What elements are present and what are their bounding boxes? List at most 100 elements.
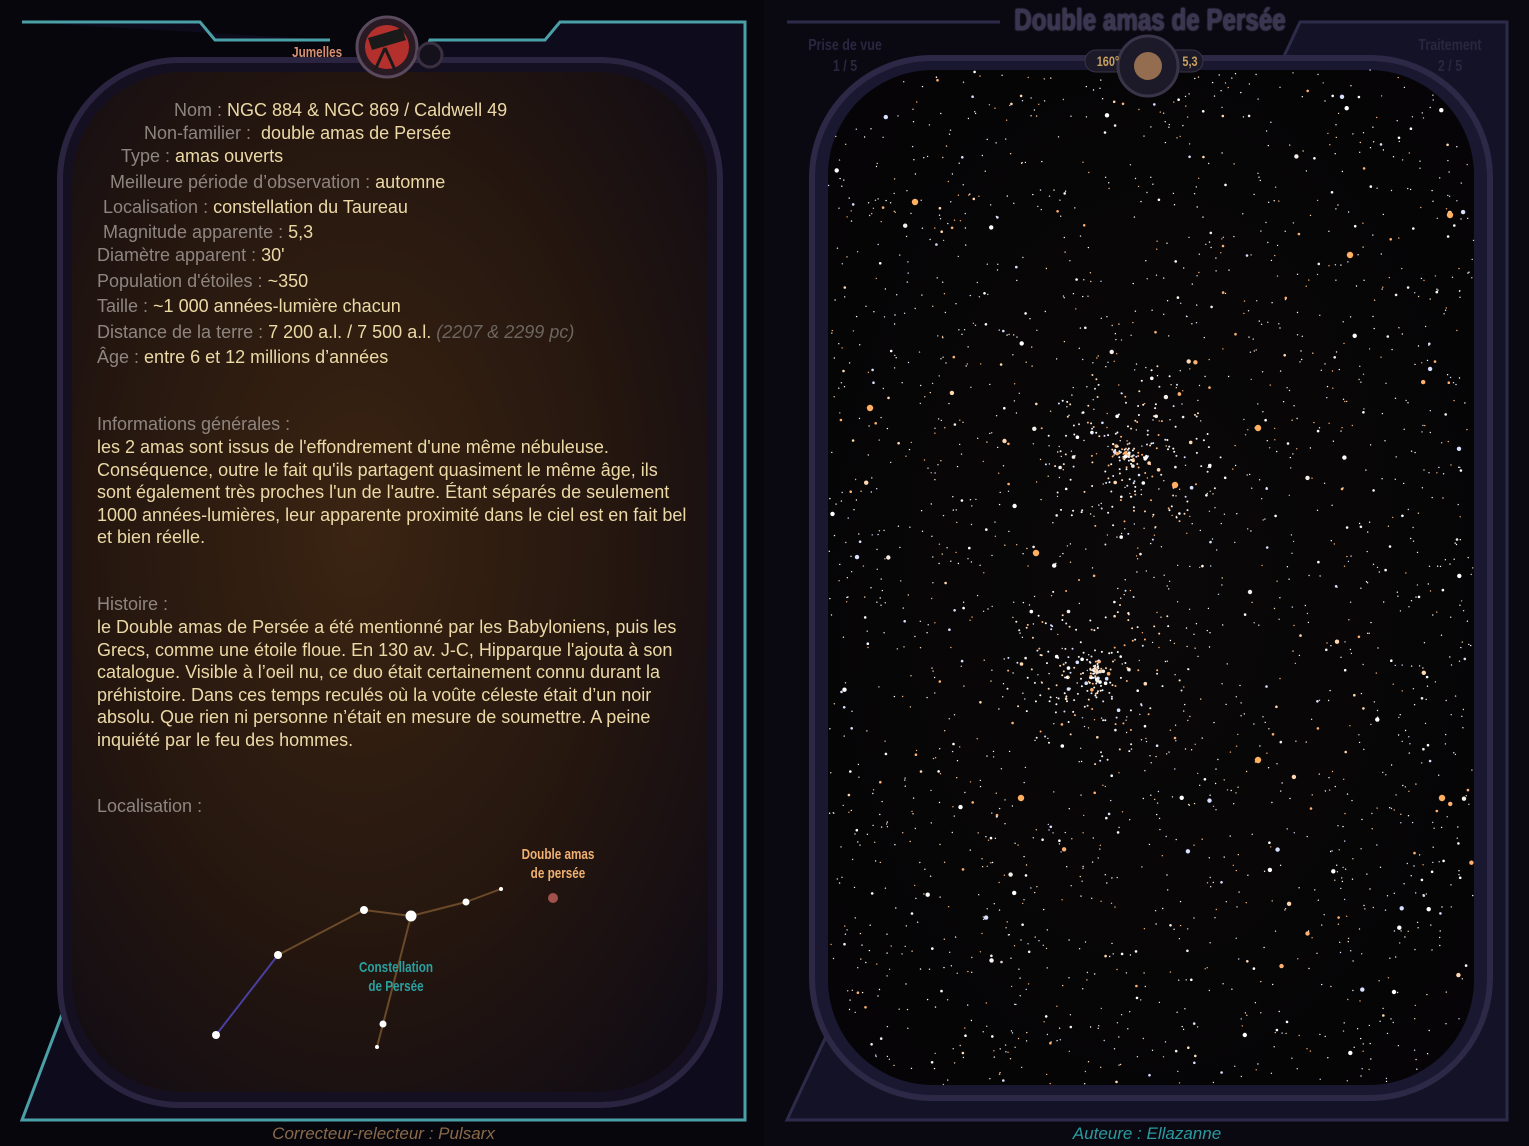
star [953, 714, 956, 716]
star [1324, 1035, 1326, 1038]
star [1388, 545, 1392, 548]
star [1344, 750, 1347, 754]
star [1336, 864, 1338, 866]
star [1227, 375, 1230, 378]
star [1092, 676, 1095, 679]
star [847, 793, 851, 797]
star [1113, 124, 1117, 127]
star [1048, 700, 1051, 703]
star [866, 404, 874, 412]
star [1444, 413, 1447, 416]
star [962, 81, 965, 83]
field-note: (2207 & 2299 pc) [436, 322, 575, 342]
star [926, 998, 929, 1001]
star [1339, 94, 1345, 100]
star [1173, 928, 1175, 930]
star [1382, 1014, 1385, 1017]
star [1295, 740, 1297, 742]
star [1120, 495, 1123, 499]
star [878, 686, 880, 688]
star [1117, 413, 1120, 416]
star [1156, 248, 1158, 250]
star [1328, 422, 1330, 424]
star [1082, 672, 1084, 675]
star [1193, 360, 1198, 365]
star [1429, 298, 1431, 300]
star [1470, 573, 1472, 576]
star [960, 659, 964, 663]
star [1262, 411, 1264, 413]
star [1013, 400, 1016, 402]
star [1093, 408, 1095, 410]
star [1453, 224, 1456, 227]
star [1215, 908, 1218, 911]
field-row: Non-familier : double amas de Persée [144, 123, 451, 144]
star [1037, 674, 1039, 676]
star [959, 1044, 961, 1047]
star [884, 558, 886, 560]
star [966, 363, 968, 365]
star [828, 550, 830, 552]
star [1082, 988, 1084, 990]
star [1024, 874, 1028, 877]
star [942, 356, 944, 358]
star [1017, 1037, 1020, 1040]
star [871, 212, 873, 215]
star [1335, 208, 1337, 210]
star [1278, 618, 1280, 620]
star [996, 216, 999, 219]
star [1373, 327, 1375, 330]
star [1154, 526, 1157, 528]
star [963, 329, 966, 331]
star [1129, 954, 1132, 956]
star [1053, 189, 1055, 191]
star [1065, 590, 1068, 592]
star [1070, 885, 1072, 887]
star [889, 349, 893, 353]
star [1155, 755, 1157, 758]
star [1460, 646, 1462, 649]
star [991, 812, 993, 814]
star [993, 1050, 995, 1052]
star [1339, 951, 1342, 954]
star [1281, 782, 1283, 784]
star [1091, 432, 1094, 435]
star [1104, 616, 1107, 619]
star [1158, 632, 1161, 635]
star [1401, 664, 1403, 666]
star [1208, 386, 1211, 389]
star [833, 357, 835, 359]
star [938, 206, 942, 210]
telescope-icon [368, 28, 406, 50]
star [1267, 241, 1269, 244]
star [970, 1019, 973, 1022]
star [1179, 900, 1182, 903]
star [972, 322, 975, 324]
star [1330, 540, 1333, 542]
star [1080, 511, 1083, 514]
star [1069, 260, 1071, 262]
star [1149, 755, 1151, 757]
star [1080, 760, 1083, 763]
star [1134, 310, 1137, 312]
star [990, 862, 992, 864]
star [1348, 1050, 1353, 1056]
star [1421, 379, 1426, 385]
star [1032, 837, 1035, 839]
star [1363, 748, 1365, 751]
star [995, 415, 998, 417]
star [1176, 137, 1178, 139]
star [1459, 604, 1461, 606]
star [1038, 940, 1040, 942]
star [1180, 689, 1183, 692]
star [1044, 735, 1047, 738]
star [1079, 235, 1082, 237]
star [1359, 1000, 1361, 1002]
star [1057, 136, 1060, 138]
star [959, 220, 962, 222]
star [1318, 699, 1321, 701]
star [1030, 887, 1032, 889]
star [1118, 384, 1120, 386]
star [1146, 429, 1149, 432]
star [1135, 555, 1138, 557]
